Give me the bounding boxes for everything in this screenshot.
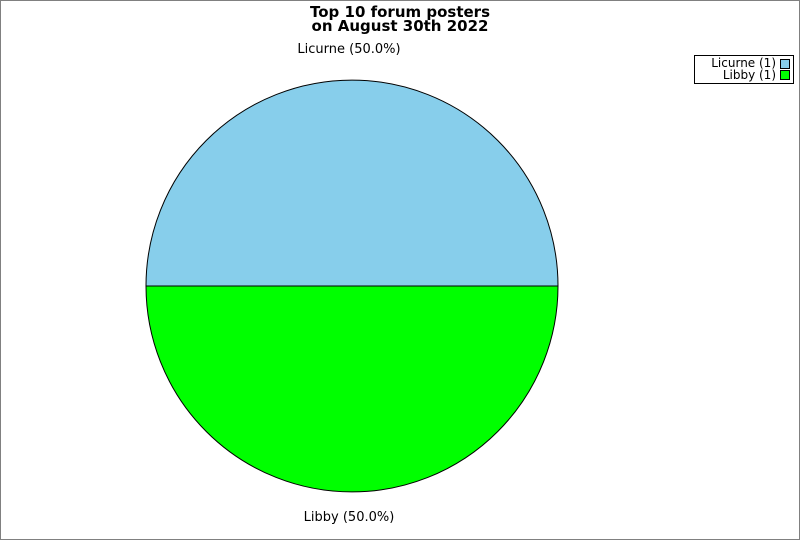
legend-swatch-licurne [780,58,790,69]
chart-title: Top 10 forum posters on August 30th 2022 [1,3,799,35]
legend-swatch-libby [780,70,790,81]
legend-row-licurne: Licurne (1) [697,56,790,71]
legend-label-licurne: Licurne (1) [711,56,776,71]
slice-label-libby: Libby (50.0%) [303,510,395,525]
chart-title-line-1: Top 10 forum posters [310,3,490,21]
slice-label-licurne: Licurne (50.0%) [297,42,401,57]
chart-title-line-2: on August 30th 2022 [311,17,489,35]
legend: Licurne (1) Libby (1) [694,55,794,84]
pie-slice-licurne [145,79,559,287]
legend-label-libby: Libby (1) [722,67,776,82]
pie-slice-libby [145,285,559,493]
legend-row-libby: Libby (1) [697,67,790,82]
